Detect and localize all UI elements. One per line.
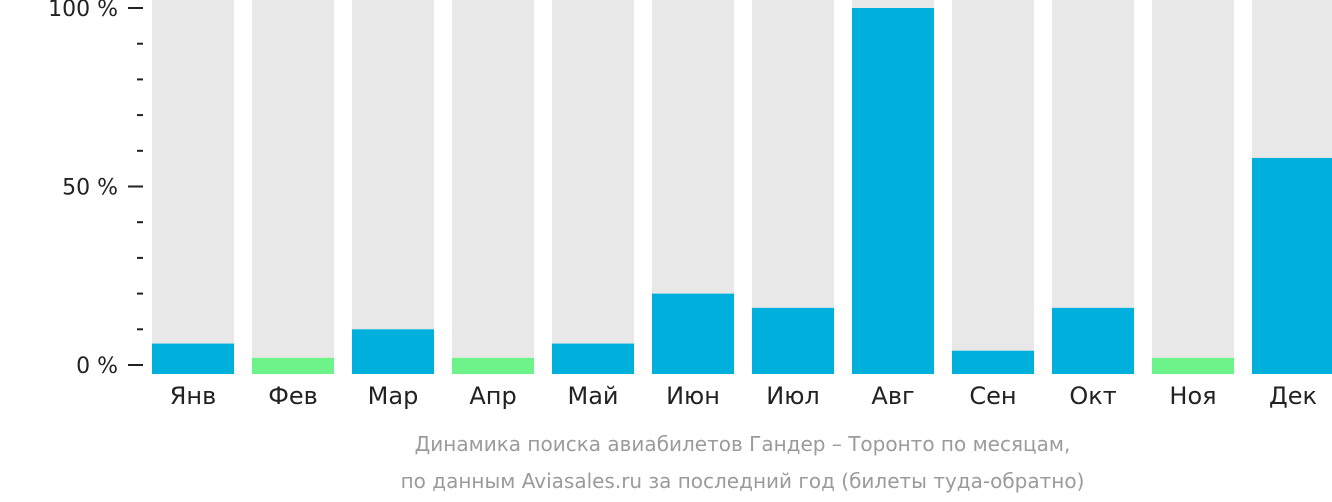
x-category-label: Авг: [871, 382, 914, 410]
bar-track: [552, 0, 634, 374]
x-category-label: Фев: [268, 382, 318, 410]
chart-caption-line-1: Динамика поиска авиабилетов Гандер – Тор…: [414, 432, 1071, 456]
y-tick-label: 50 %: [62, 176, 118, 201]
x-category-label: Май: [567, 382, 618, 410]
bar-track: [452, 0, 534, 374]
x-category-label: Июл: [766, 382, 820, 410]
bar-Апр: [452, 357, 534, 374]
x-axis-labels: Янв Фев Мар Апр Май Июн Июл Авг Сен Окт Ноя Дек: [170, 382, 1317, 410]
bar-Авг: [852, 8, 934, 374]
bar-Янв: [152, 343, 234, 374]
bar-track: [252, 0, 334, 374]
x-category-label: Ноя: [1169, 382, 1216, 410]
y-tick-label: 100 %: [48, 0, 118, 22]
y-axis: 0 % 50 % 100 %: [48, 0, 143, 379]
bar-Окт: [1052, 307, 1134, 374]
x-category-label: Янв: [170, 382, 217, 410]
bar-Дек: [1252, 157, 1332, 374]
bar-Мар: [352, 329, 434, 374]
bar-chart: 0 % 50 % 100 % Янв Фев Мар Апр Май Июн Июл Авг Сен…: [48, 0, 1332, 410]
bar-track: [1152, 0, 1234, 374]
x-category-label: Мар: [368, 382, 419, 410]
bar-track: [352, 0, 434, 374]
chart-caption-line-2: по данным Aviasales.ru за последний год …: [400, 469, 1085, 493]
x-category-label: Окт: [1069, 382, 1116, 410]
x-category-label: Сен: [969, 382, 1016, 410]
bar-Фев: [252, 357, 334, 374]
bar-track: [952, 0, 1034, 374]
x-category-label: Дек: [1269, 382, 1317, 410]
x-category-label: Июн: [666, 382, 720, 410]
y-tick-label: 0 %: [76, 354, 118, 379]
bar-Сен: [952, 350, 1034, 374]
bar-Ноя: [1152, 357, 1234, 374]
bars: [152, 8, 1332, 374]
bar-Май: [552, 343, 634, 374]
x-category-label: Апр: [469, 382, 516, 410]
bar-Июл: [752, 307, 834, 374]
bar-track: [152, 0, 234, 374]
bar-Июн: [652, 293, 734, 374]
bar-tracks: [152, 0, 1332, 374]
